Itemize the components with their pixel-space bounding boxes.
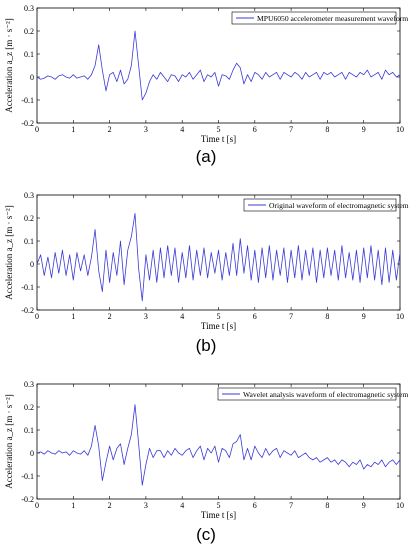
x-tick-label: 1	[71, 125, 75, 134]
y-tick-label: 0.3	[24, 191, 34, 200]
y-axis-label: Acceleration a_z [m · s⁻²]	[4, 18, 14, 112]
x-axis-label: Time t [s]	[201, 510, 236, 520]
x-tick-label: 3	[144, 312, 148, 321]
legend-entry: Original waveform of electromagnetic sys…	[269, 201, 409, 210]
legend-box	[217, 387, 397, 401]
x-tick-label: 9	[362, 501, 366, 510]
x-tick-label: 3	[144, 125, 148, 134]
legend: MPU6050 accelerometer measurement wavefo…	[231, 11, 408, 25]
x-tick-label: 7	[289, 312, 293, 321]
y-tick-label: 0.2	[24, 27, 34, 36]
x-tick-label: 6	[253, 501, 257, 510]
x-tick-label: 8	[325, 125, 329, 134]
x-tick-label: 2	[108, 125, 112, 134]
y-tick-label: -0.2	[21, 119, 34, 128]
y-axis-label: Acceleration a_z [m · s⁻²]	[4, 205, 14, 299]
x-tick-label: 4	[180, 312, 184, 321]
x-axis-label: Time t [s]	[201, 134, 236, 144]
y-tick-label: 0.1	[24, 237, 34, 246]
chart-panel-3: 0 1 2 3 4 5 6 7 8 9 10 -0.2 -0.1 0 0.1 0.2 0.3 Time t [s]…	[4, 380, 408, 544]
series-line	[36, 404, 401, 486]
y-tick-label: 0	[30, 260, 34, 269]
x-tick-label: 5	[217, 501, 221, 510]
y-tick-label: 0	[30, 449, 34, 458]
x-tick-label: 9	[362, 125, 366, 134]
y-tick-label: 0.3	[24, 380, 34, 389]
plot-frame	[36, 383, 401, 500]
y-tick-label: 0	[30, 73, 34, 82]
x-tick-label: 4	[180, 125, 184, 134]
x-tick-label: 5	[217, 312, 221, 321]
y-tick-label: 0.2	[24, 214, 34, 223]
x-tick-label: 9	[362, 312, 366, 321]
x-tick-label: 5	[217, 125, 221, 134]
x-tick-label: 0	[35, 125, 39, 134]
x-tick-label: 10	[396, 312, 404, 321]
x-tick-label: 10	[396, 501, 404, 510]
x-tick-label: 4	[180, 501, 184, 510]
y-tick-label: -0.2	[21, 495, 34, 504]
x-axis-label: Time t [s]	[201, 321, 236, 331]
x-tick-label: 1	[71, 501, 75, 510]
legend-entry: Wavelet analysis waveform of electromagn…	[243, 390, 408, 399]
x-tick-label: 8	[325, 501, 329, 510]
y-axis-label: Acceleration a_z [m · s⁻²]	[4, 394, 14, 488]
x-tick-label: 1	[71, 312, 75, 321]
y-tick-label: -0.1	[21, 96, 34, 105]
x-tick-label: 8	[325, 312, 329, 321]
y-tick-label: -0.2	[21, 306, 34, 315]
y-tick-label: -0.1	[21, 472, 34, 481]
x-tick-label: 2	[108, 501, 112, 510]
y-tick-label: 0.1	[24, 50, 34, 59]
y-tick-label: 0.3	[24, 4, 34, 13]
legend-entry: MPU6050 accelerometer measurement wavefo…	[257, 14, 408, 23]
series-line	[36, 213, 401, 302]
legend: Original waveform of electromagnetic sys…	[243, 198, 409, 212]
x-tick-label: 7	[289, 125, 293, 134]
panel-label: (b)	[196, 336, 217, 355]
x-tick-label: 10	[396, 125, 404, 134]
panel-label: (c)	[196, 525, 216, 544]
x-tick-label: 2	[108, 312, 112, 321]
x-tick-label: 6	[253, 125, 257, 134]
x-tick-label: 0	[35, 312, 39, 321]
y-tick-label: 0.1	[24, 426, 34, 435]
panel-label: (a)	[196, 147, 217, 166]
series-line	[36, 30, 401, 101]
y-tick-label: 0.2	[24, 403, 34, 412]
legend-box	[231, 11, 397, 25]
x-tick-label: 7	[289, 501, 293, 510]
chart-panel-2: 0 1 2 3 4 5 6 7 8 9 10 -0.2 -0.1 0 0.1 0.2 0.3 Time t [s]…	[4, 191, 409, 355]
legend-box	[243, 198, 397, 212]
plot-frame	[36, 7, 401, 124]
x-tick-label: 0	[35, 501, 39, 510]
x-tick-label: 3	[144, 501, 148, 510]
x-tick-label: 6	[253, 312, 257, 321]
legend: Wavelet analysis waveform of electromagn…	[217, 387, 408, 401]
chart-panel-1: 0 1 2 3 4 5 6 7 8 9 10 -0.2 -0.1 0 0.1 0.2 0.3 Time t [s]…	[4, 4, 408, 166]
y-tick-label: -0.1	[21, 283, 34, 292]
